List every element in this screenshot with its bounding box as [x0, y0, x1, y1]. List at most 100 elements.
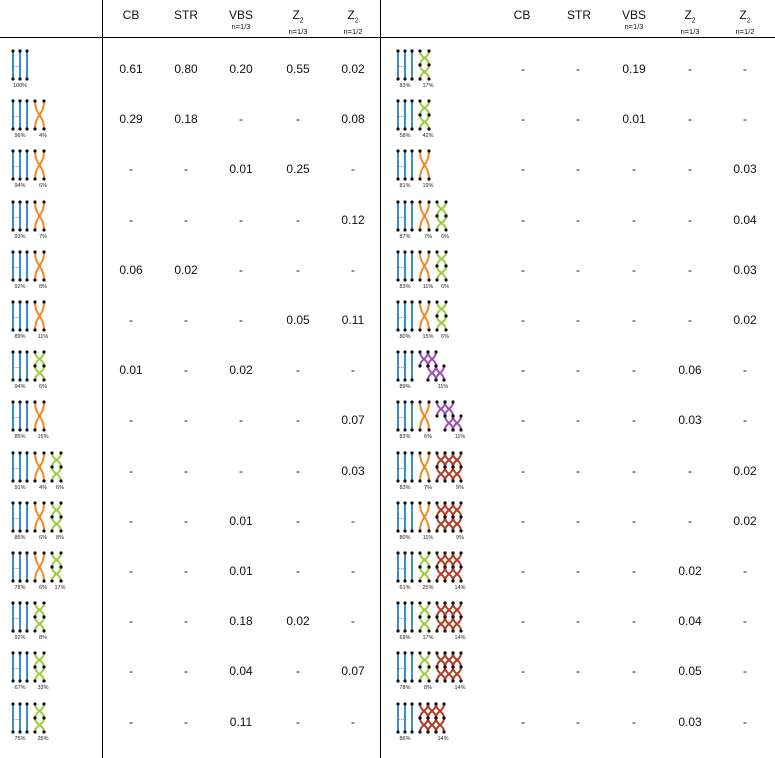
table-cell: 0.01: [229, 513, 253, 528]
table-cell: 0.12: [341, 212, 365, 227]
bond-diagram: ... 75% 25%: [11, 701, 49, 742]
endpoint-dot: [59, 579, 63, 583]
endpoint-dot: [443, 478, 447, 483]
bond-diagram: ... 93% 7%: [11, 199, 47, 240]
endpoint-dot: [42, 278, 46, 282]
endpoint-dot: [59, 464, 63, 469]
endpoint-dot: [426, 701, 430, 706]
endpoint-dot: [42, 300, 46, 304]
bond-diagram: ... 58% 42%: [396, 99, 434, 139]
endpoint-dot: [42, 350, 46, 354]
endpoint-dot: [11, 679, 15, 683]
header-right-vbs: VBS n=1/3: [611, 9, 657, 32]
endpoint-dot: [418, 350, 422, 354]
table-cell: -: [129, 313, 133, 327]
table-cell: -: [521, 262, 525, 277]
endpoint-dot: [11, 127, 15, 131]
endpoint-dot: [33, 149, 37, 153]
endpoint-dot: [451, 414, 455, 418]
endpoint-dot: [396, 77, 400, 81]
endpoint-dot: [25, 300, 29, 304]
endpoint-dot: [11, 478, 15, 483]
endpoint-dot: [50, 565, 54, 569]
percent-label: 6%: [441, 284, 449, 290]
endpoint-dot: [33, 701, 37, 706]
endpoint-dot: [403, 199, 407, 204]
endpoint-dot: [418, 529, 422, 533]
table-cell: -: [521, 62, 525, 76]
endpoint-dot: [434, 364, 438, 368]
endpoint-dot: [25, 679, 29, 683]
endpoint-dot: [25, 99, 29, 103]
ellipsis-text: ...: [399, 264, 404, 270]
bond-diagram: ... 86% 6% 8%: [11, 501, 64, 541]
endpoint-dot: [18, 350, 22, 354]
endpoint-dot: [25, 250, 29, 254]
table-cell: 0.06: [678, 363, 702, 378]
endpoint-dot: [403, 601, 407, 605]
endpoint-dot: [435, 278, 439, 282]
header-right-str: STR: [556, 9, 602, 22]
endpoint-dot: [435, 264, 439, 268]
percent-label: 8%: [56, 535, 64, 541]
endpoint-dot: [403, 679, 407, 683]
table-cell: 0.01: [622, 112, 646, 127]
percent-label: 78%: [399, 685, 410, 691]
endpoint-dot: [403, 77, 407, 81]
endpoint-dot: [396, 551, 400, 555]
endpoint-dot: [435, 629, 439, 633]
endpoint-dot: [25, 450, 29, 455]
percent-label: 83%: [399, 284, 410, 290]
endpoint-dot: [427, 601, 431, 605]
ellipsis-text: ...: [14, 615, 19, 621]
endpoint-dot: [427, 63, 431, 67]
endpoint-dot: [396, 729, 400, 734]
endpoint-dot: [410, 378, 414, 382]
table-cell: -: [129, 212, 133, 227]
table-cell: -: [129, 664, 133, 679]
percent-label: 7%: [39, 234, 47, 240]
endpoint-dot: [418, 450, 422, 455]
table-cell: 0.03: [733, 262, 757, 277]
table-cell: -: [632, 564, 636, 578]
endpoint-dot: [42, 428, 46, 432]
endpoint-dot: [59, 478, 63, 483]
table-cell: -: [576, 463, 580, 478]
endpoint-dot: [442, 701, 446, 706]
endpoint-dot: [403, 328, 407, 332]
table-cell: -: [743, 614, 747, 629]
endpoint-dot: [418, 551, 422, 555]
endpoint-dot: [42, 629, 46, 633]
endpoint-dot: [11, 651, 15, 655]
header-left-z2-half: Z2 n=1/2: [330, 9, 376, 37]
endpoint-dot: [443, 579, 447, 583]
table-cell: -: [632, 413, 636, 428]
table-cell: -: [521, 363, 525, 378]
endpoint-dot: [435, 515, 439, 519]
table-cell: -: [576, 714, 580, 729]
endpoint-dot: [42, 177, 46, 181]
table-cell: -: [296, 513, 300, 528]
percent-label: 6%: [39, 183, 47, 189]
table-cell: -: [632, 162, 636, 177]
endpoint-dot: [18, 127, 22, 131]
endpoint-dot: [42, 478, 46, 483]
endpoint-dot: [11, 629, 15, 633]
ellipsis-text: ...: [14, 716, 19, 722]
endpoint-dot: [42, 328, 46, 332]
endpoint-dot: [396, 651, 400, 655]
endpoint-dot: [42, 400, 46, 404]
endpoint-dot: [33, 629, 37, 633]
endpoint-dot: [427, 529, 431, 533]
bond-diagram: ... 92% 8%: [11, 601, 47, 641]
header-index: 2: [691, 17, 696, 25]
table-cell: -: [688, 313, 692, 327]
endpoint-dot: [451, 428, 455, 432]
endpoint-dot: [443, 501, 447, 505]
percent-label: 61%: [399, 585, 410, 591]
endpoint-dot: [410, 300, 414, 304]
endpoint-dot: [410, 501, 414, 505]
header-index: 2: [354, 17, 359, 25]
endpoint-dot: [33, 400, 37, 404]
